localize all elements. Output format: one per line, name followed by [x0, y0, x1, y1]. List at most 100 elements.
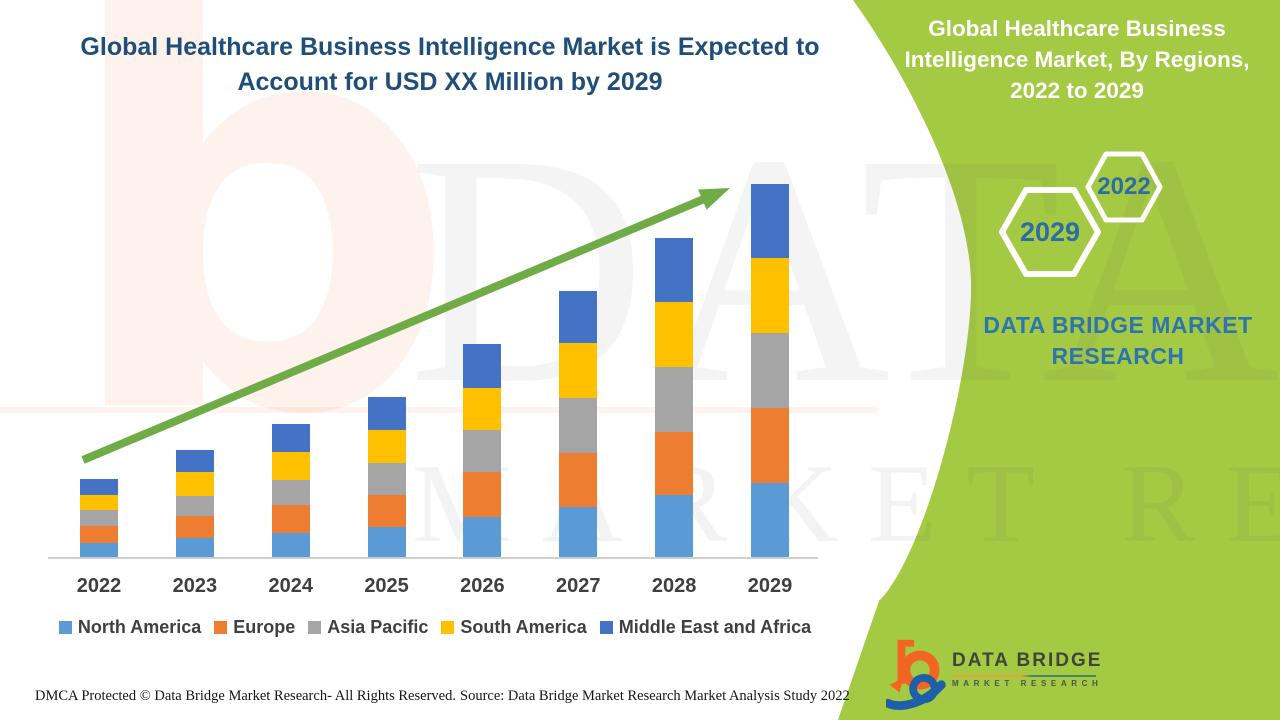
- databridge-logo: DATA BRIDGE MARKET RESEARCH: [886, 634, 1100, 712]
- bar-segment-middle-east-and-africa: [175, 450, 214, 472]
- bar-segment-middle-east-and-africa: [367, 397, 406, 430]
- legend-label: Middle East and Africa: [618, 617, 812, 637]
- logo-subtitle: MARKET RESEARCH: [952, 679, 1103, 688]
- x-axis-line: [48, 557, 818, 559]
- legend-label: Asia Pacific: [327, 617, 429, 637]
- side-panel-title: Global Healthcare Business Intelligence …: [887, 13, 1267, 106]
- bar-segment-europe: [175, 516, 214, 538]
- x-axis-label-2026: 2026: [460, 575, 505, 597]
- legend-item-asia-pacific: Asia Pacific: [308, 617, 428, 638]
- legend-swatch-icon: [308, 621, 322, 634]
- page-title-line1: Global Healthcare Business Intelligence …: [80, 33, 820, 61]
- bar-segment-europe: [367, 495, 406, 527]
- bar-segment-south-america: [175, 472, 214, 496]
- bar-segment-north-america: [655, 495, 694, 558]
- side-panel-title-line2: Intelligence Market, By Regions,: [904, 47, 1250, 72]
- legend-item-middle-east-and-africa: Middle East and Africa: [599, 617, 812, 638]
- bar-segment-north-america: [559, 507, 598, 558]
- stacked-bar-2023: [175, 450, 214, 558]
- bar-segment-asia-pacific: [80, 510, 118, 526]
- bar-segment-europe: [80, 526, 118, 543]
- stacked-bar-2029: [750, 184, 789, 558]
- legend-label: South America: [460, 617, 587, 637]
- legend-swatch-icon: [599, 621, 613, 634]
- bar-segment-europe: [655, 432, 694, 495]
- hexagon-outline-icon: [999, 187, 1101, 277]
- page-title: Global Healthcare Business Intelligence …: [60, 30, 840, 100]
- stacked-bar-2028: [655, 238, 694, 558]
- stacked-bar-2027: [559, 291, 598, 558]
- bar-segment-north-america: [271, 533, 310, 558]
- bar-segment-south-america: [367, 430, 406, 463]
- stacked-bar-2025: [367, 397, 406, 558]
- bar-segment-middle-east-and-africa: [655, 238, 694, 302]
- hexagon-badge-2022: 2022: [1085, 151, 1163, 223]
- legend-item-europe: Europe: [214, 617, 295, 638]
- bar-segment-middle-east-and-africa: [559, 291, 598, 343]
- databridge-logo-icon: [886, 639, 946, 710]
- x-axis-label-2025: 2025: [364, 575, 409, 597]
- legend-swatch-icon: [441, 621, 455, 634]
- x-axis-label-2028: 2028: [651, 575, 697, 597]
- legend-label: North America: [77, 617, 202, 637]
- bar-segment-north-america: [367, 527, 406, 558]
- legend-swatch-icon: [58, 621, 72, 634]
- bar-segment-asia-pacific: [750, 333, 789, 408]
- bar-segment-asia-pacific: [367, 463, 406, 495]
- stacked-bar-chart: 2022 2023 2024 2025 2026 2027 2028 2029: [48, 184, 818, 597]
- bar-segment-europe: [750, 408, 789, 483]
- stacked-bar-2024: [271, 424, 310, 558]
- bar-segment-europe: [463, 472, 502, 517]
- bar-segment-south-america: [559, 343, 598, 398]
- bar-segment-north-america: [463, 517, 502, 558]
- bar-segment-north-america: [80, 543, 118, 558]
- logo-text-block: DATA BRIDGE MARKET RESEARCH: [952, 650, 1100, 688]
- trend-arrow-icon: [81, 188, 730, 464]
- bar-segment-middle-east-and-africa: [463, 344, 502, 388]
- x-axis-label-2029: 2029: [747, 575, 793, 597]
- bar-segment-south-america: [80, 495, 118, 510]
- side-panel-title-line1: Global Healthcare Business: [928, 16, 1226, 41]
- side-panel-title-line3: 2022 to 2029: [1010, 78, 1144, 103]
- bar-segment-south-america: [271, 452, 310, 480]
- dmca-text: DMCA Protected © Data Bridge Market Rese…: [35, 688, 456, 704]
- bar-segment-north-america: [750, 483, 789, 558]
- logo-name: DATA BRIDGE: [952, 650, 1103, 671]
- bar-segment-asia-pacific: [175, 496, 214, 516]
- bar-segment-middle-east-and-africa: [80, 479, 118, 495]
- legend-label: Europe: [233, 617, 296, 637]
- legend-swatch-icon: [214, 621, 228, 634]
- page-title-line2: Account for USD XX Million by 2029: [237, 68, 663, 96]
- bar-segment-middle-east-and-africa: [750, 184, 789, 258]
- hexagon-badge-2029: 2029: [998, 186, 1102, 278]
- side-brand-line2: RESEARCH: [1051, 343, 1185, 369]
- bar-segment-north-america: [175, 538, 214, 558]
- bar-segment-asia-pacific: [271, 480, 310, 505]
- side-brand-text: DATA BRIDGE MARKET RESEARCH: [955, 310, 1280, 372]
- bar-segment-europe: [559, 453, 598, 507]
- x-axis-label-2023: 2023: [172, 575, 218, 597]
- bar-segment-europe: [271, 505, 310, 533]
- side-brand-line1: DATA BRIDGE MARKET: [983, 312, 1253, 338]
- bar-segment-asia-pacific: [655, 367, 694, 432]
- bar-segment-south-america: [655, 302, 694, 367]
- x-axis-label-2027: 2027: [556, 575, 601, 597]
- bar-segment-middle-east-and-africa: [271, 424, 310, 452]
- legend-item-south-america: South America: [441, 617, 587, 638]
- hexagon-2029-label: 2029: [1019, 216, 1081, 247]
- x-axis-label-2024: 2024: [268, 575, 313, 597]
- hexagon-2022-label: 2022: [1097, 173, 1151, 200]
- legend-item-north-america: North America: [58, 617, 202, 638]
- hexagon-outline-icon: [1085, 151, 1163, 223]
- stacked-bar-2026: [463, 344, 502, 558]
- stacked-bar-2022: [80, 479, 118, 558]
- bar-segment-asia-pacific: [463, 430, 502, 472]
- bar-segment-asia-pacific: [559, 398, 598, 453]
- source-text: Source: Data Bridge Market Research Mark…: [460, 688, 850, 704]
- x-axis-label-2022: 2022: [76, 575, 122, 597]
- logo-divider: [952, 675, 1096, 677]
- bar-segment-south-america: [463, 388, 502, 430]
- bar-segment-south-america: [750, 258, 789, 333]
